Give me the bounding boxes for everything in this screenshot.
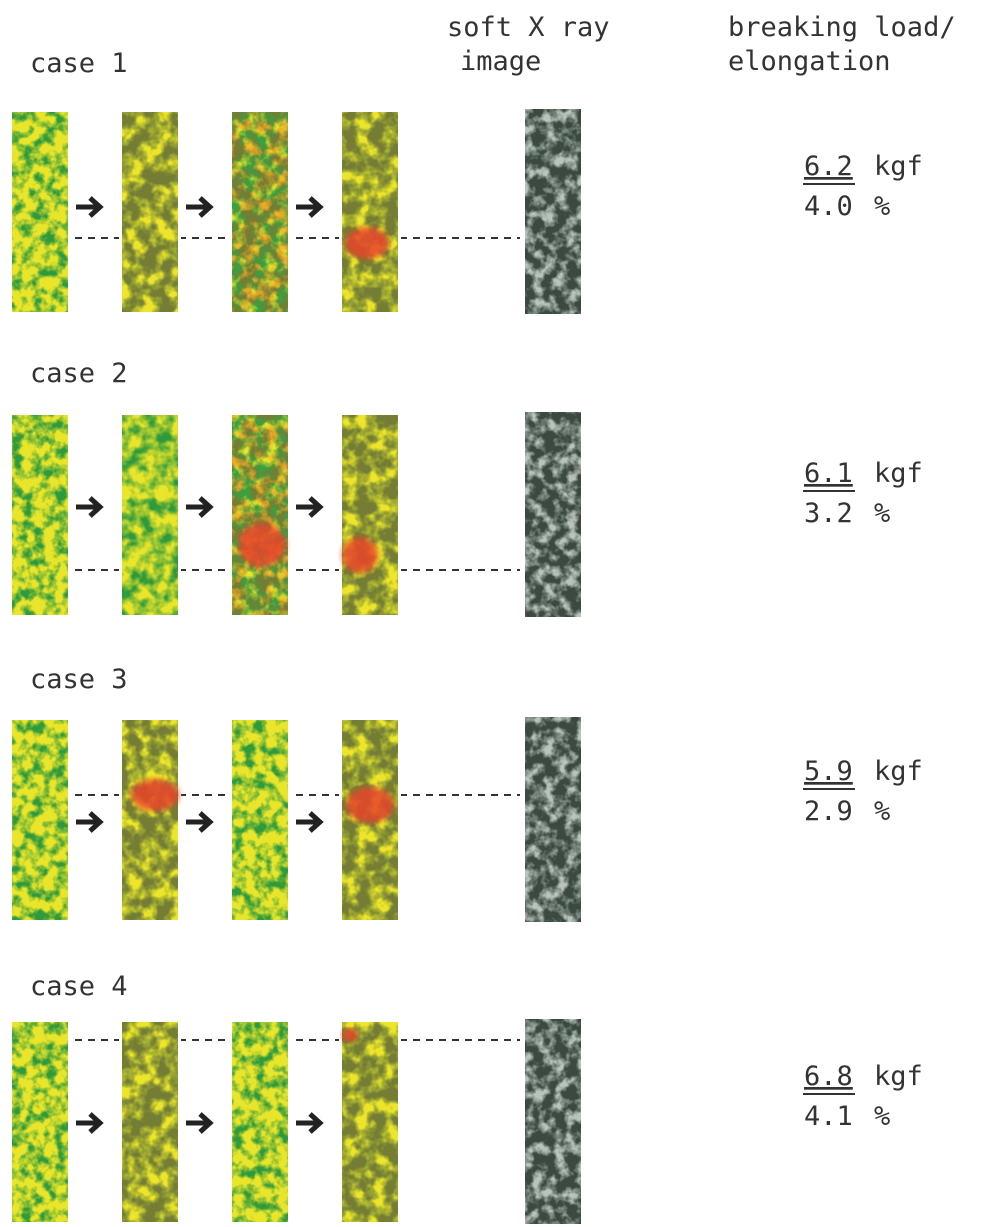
defect-blob	[342, 537, 378, 573]
strip-texture	[232, 112, 288, 312]
elongation-unit: %	[874, 191, 890, 222]
load-unit: kgf	[874, 458, 923, 489]
arrow	[76, 1114, 100, 1132]
figure: soft X ray image breaking load/ elongati…	[0, 0, 991, 1227]
defect-blob	[131, 779, 179, 811]
xray-texture	[525, 717, 581, 922]
result-title: elongation	[728, 46, 891, 77]
defect-blob	[238, 523, 286, 567]
defect-blob	[342, 1028, 358, 1042]
xray-texture	[525, 1019, 581, 1224]
elongation: 4.1	[804, 1101, 853, 1132]
arrow	[296, 198, 320, 216]
strip-texture	[12, 1022, 68, 1222]
load-unit: kgf	[874, 151, 923, 182]
arrow	[76, 813, 100, 831]
xray-texture	[525, 109, 581, 314]
breaking-load: 5.9	[804, 756, 853, 787]
xray-title: image	[460, 46, 541, 77]
arrow	[186, 498, 210, 516]
case-label: case 3	[30, 664, 128, 695]
xray-title: soft X ray	[447, 12, 610, 43]
case-label: case 2	[30, 358, 128, 389]
case-label: case 4	[30, 971, 128, 1002]
strip-texture	[342, 415, 398, 615]
strip-texture	[12, 112, 68, 312]
elongation-unit: %	[874, 1101, 890, 1132]
load-unit: kgf	[874, 1061, 923, 1092]
breaking-load: 6.8	[804, 1061, 853, 1092]
strip-texture	[122, 1022, 178, 1222]
strip-texture	[122, 415, 178, 615]
arrow	[76, 498, 100, 516]
xray-texture	[525, 412, 581, 617]
case-label: case 1	[30, 48, 128, 79]
defect-blob	[345, 227, 389, 259]
strip-texture	[232, 1022, 288, 1222]
elongation: 4.0	[804, 191, 853, 222]
arrow	[296, 498, 320, 516]
breaking-load: 6.2	[804, 151, 853, 182]
elongation-unit: %	[874, 498, 890, 529]
arrow	[186, 1114, 210, 1132]
breaking-load: 6.1	[804, 458, 853, 489]
defect-blob	[346, 787, 394, 823]
arrow	[296, 813, 320, 831]
arrow	[296, 1114, 320, 1132]
elongation: 2.9	[804, 796, 853, 827]
strip-texture	[342, 112, 398, 312]
load-unit: kgf	[874, 756, 923, 787]
strip-texture	[232, 415, 288, 615]
strip-texture	[122, 720, 178, 920]
strip-texture	[122, 112, 178, 312]
strip-texture	[232, 720, 288, 920]
strip-texture	[12, 415, 68, 615]
strip-texture	[12, 720, 68, 920]
strip-texture	[342, 1022, 398, 1222]
arrow	[76, 198, 100, 216]
arrow	[186, 198, 210, 216]
elongation-unit: %	[874, 796, 890, 827]
arrow	[186, 813, 210, 831]
elongation: 3.2	[804, 498, 853, 529]
result-title: breaking load/	[728, 12, 956, 43]
